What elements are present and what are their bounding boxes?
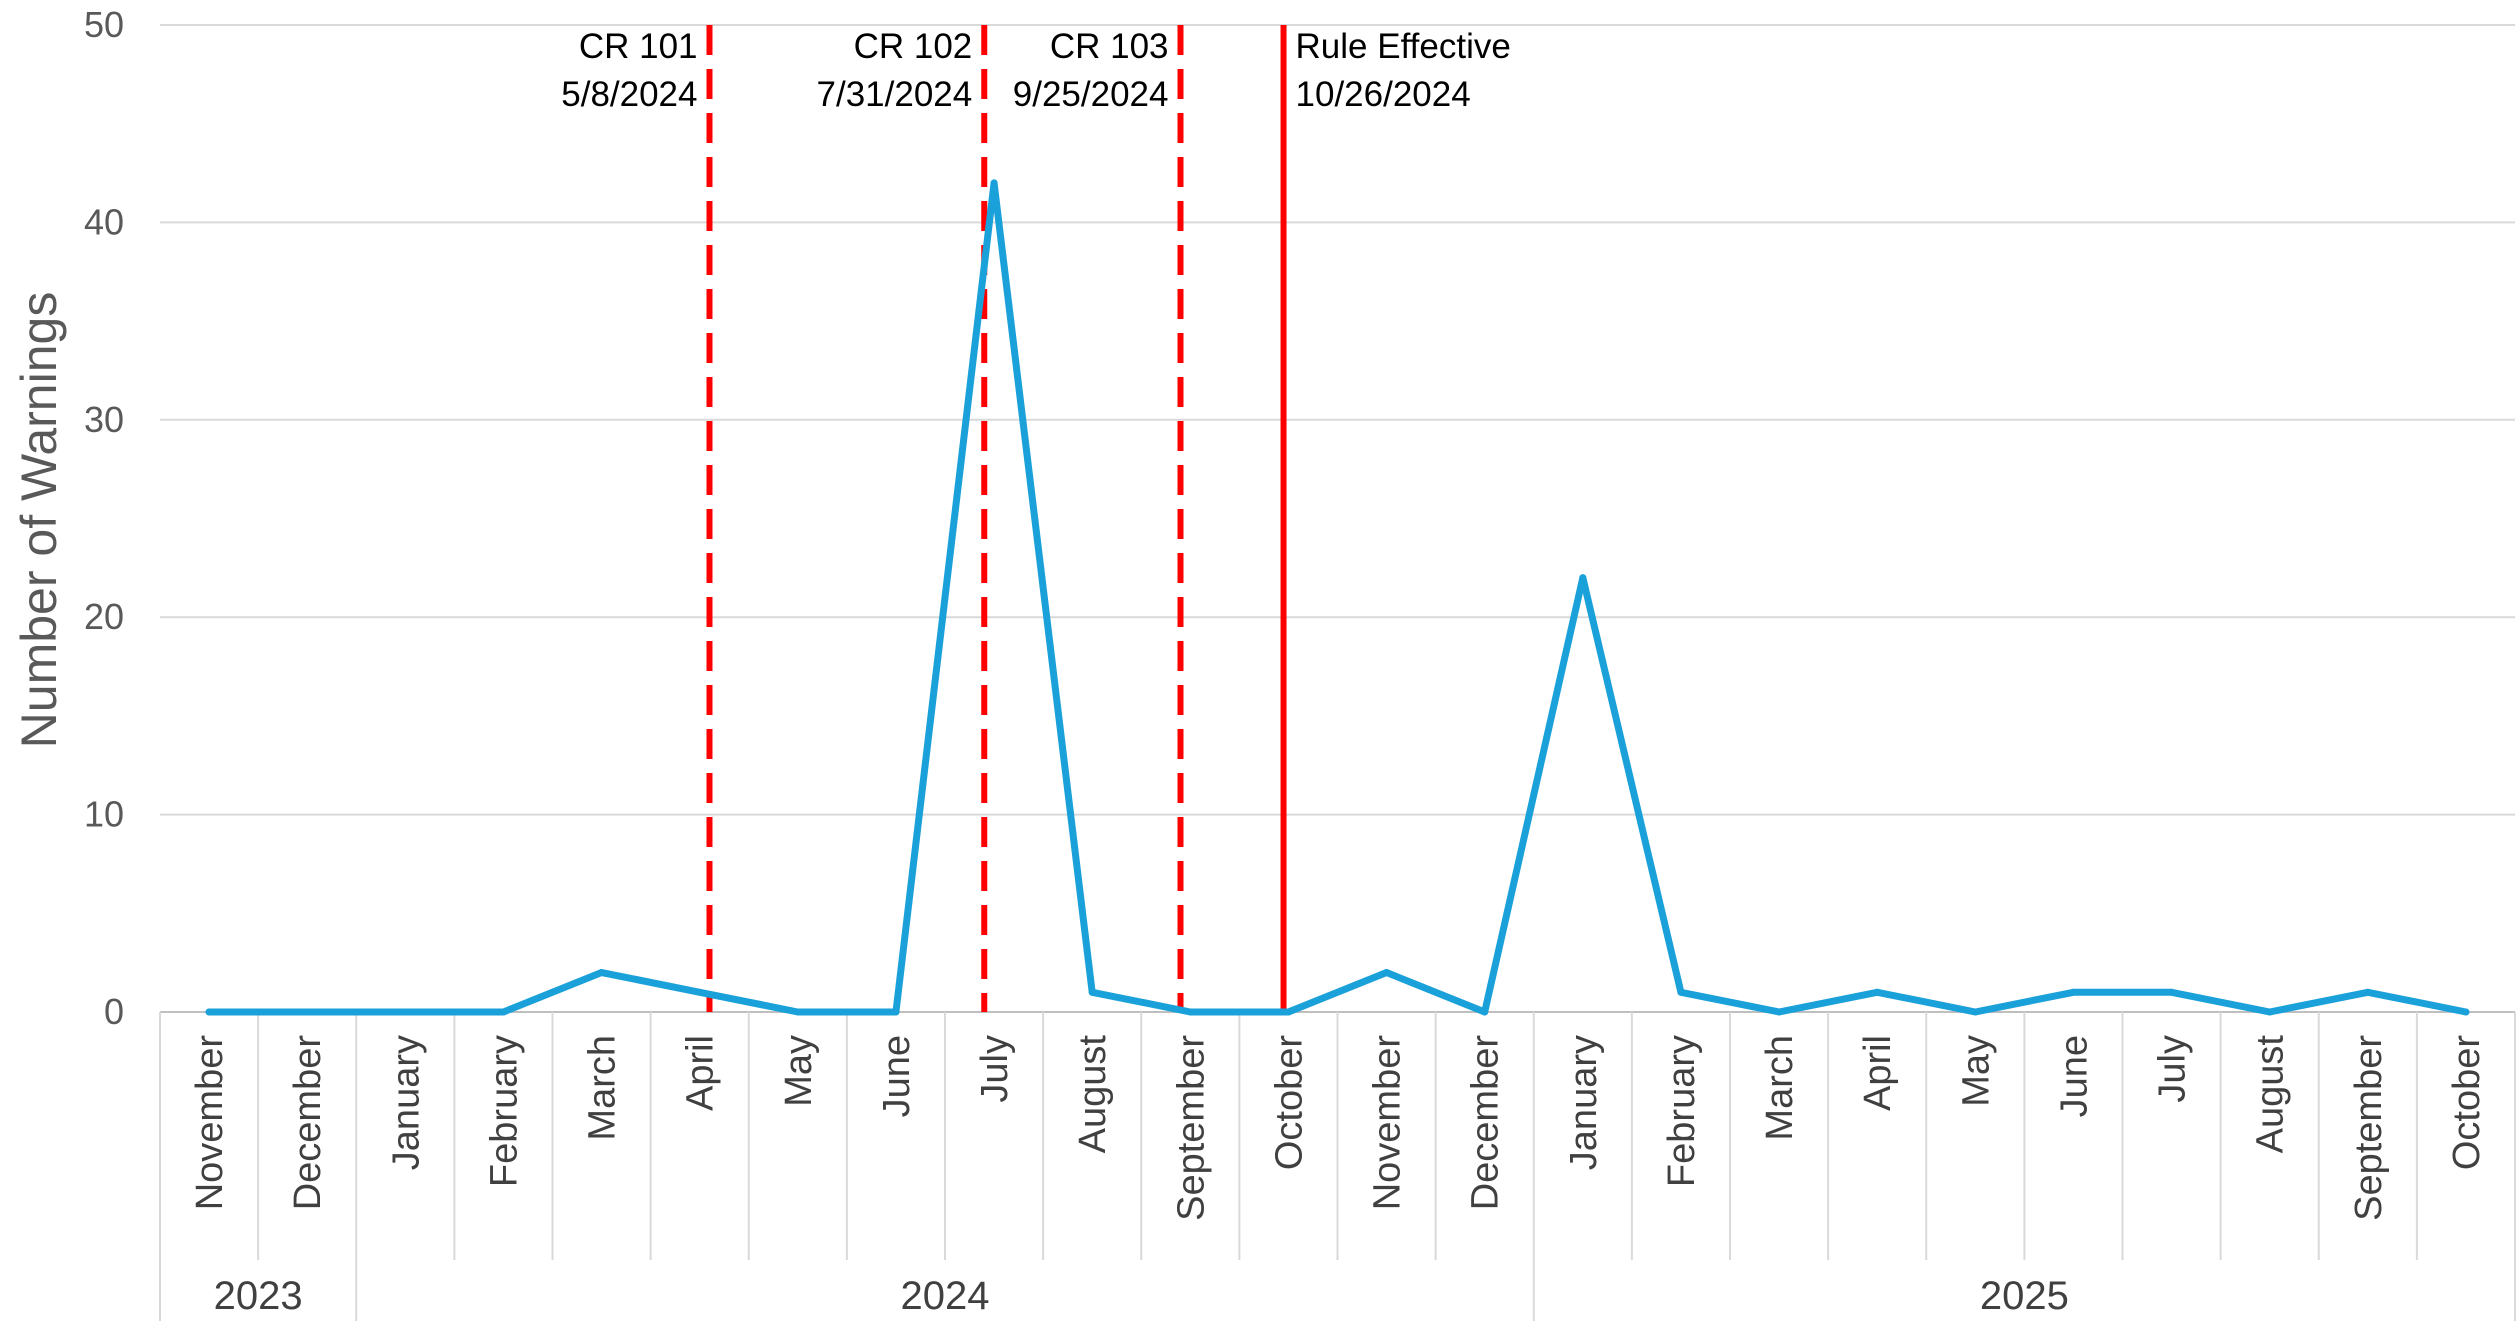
x-tick-label: February (1661, 1035, 1703, 1187)
series-line (205, 179, 2470, 1016)
x-tick-label: November (1367, 1035, 1409, 1211)
data-point (1383, 969, 1391, 977)
data-point (1971, 1008, 1979, 1016)
x-tick-label: January (385, 1035, 427, 1170)
annotation-label: CR 103 (1050, 27, 1169, 66)
data-point (1284, 1008, 1292, 1016)
y-tick-label: 0 (104, 991, 124, 1032)
data-point (990, 179, 998, 187)
x-tick-label: May (778, 1035, 820, 1107)
annotation-date: 5/8/2024 (561, 75, 697, 114)
x-tick-label: April (680, 1035, 722, 1111)
x-tick-label: October (2446, 1035, 2488, 1171)
x-tick-label: July (2152, 1035, 2194, 1103)
data-point (1873, 988, 1881, 996)
x-tick-label: December (1465, 1035, 1507, 1211)
data-point (205, 1008, 213, 1016)
annotation-label: Rule Effective (1296, 27, 1511, 66)
gridlines (160, 24, 2515, 1013)
annotation-date: 7/31/2024 (817, 75, 973, 114)
y-tick-label: 10 (84, 794, 124, 835)
y-tick-label: 40 (84, 201, 124, 242)
data-point (2364, 988, 2372, 996)
data-point (303, 1008, 311, 1016)
y-axis-label: Number of Warnings (11, 292, 67, 749)
data-point (1775, 1008, 1783, 1016)
x-tick-label: March (582, 1035, 624, 1141)
y-tick-label: 30 (84, 399, 124, 440)
data-point (1186, 1008, 1194, 1016)
annotation-date: 10/26/2024 (1296, 75, 1471, 114)
x-tick-label: November (189, 1035, 231, 1211)
x-year-label: 2025 (1980, 1274, 2069, 1318)
x-tick-label: April (1857, 1035, 1899, 1111)
x-tick-label: June (876, 1035, 918, 1117)
x-tick-label: January (1563, 1035, 1605, 1170)
x-tick-label: December (287, 1035, 329, 1211)
data-point (1579, 574, 1587, 582)
data-point (1481, 1008, 1489, 1016)
x-tick-label: June (2053, 1035, 2095, 1117)
y-tick-label: 50 (84, 4, 124, 45)
data-point (2266, 1008, 2274, 1016)
annotation-label: CR 101 (579, 27, 698, 66)
x-year-label: 2023 (214, 1274, 303, 1318)
x-tick-label: October (1268, 1035, 1310, 1171)
x-year-label: 2024 (901, 1274, 990, 1318)
x-tick-label: August (2250, 1035, 2292, 1154)
data-point (794, 1008, 802, 1016)
data-point (598, 969, 606, 977)
data-point (499, 1008, 507, 1016)
data-point (892, 1008, 900, 1016)
y-tick-label: 20 (84, 596, 124, 637)
x-tick-label: September (2348, 1035, 2390, 1221)
series-layer (205, 179, 2470, 1016)
data-point (401, 1008, 409, 1016)
annotation-date: 9/25/2024 (1013, 75, 1169, 114)
annotation-label: CR 102 (854, 27, 973, 66)
x-tick-label: March (1759, 1035, 1801, 1141)
x-tick-label: September (1170, 1035, 1212, 1221)
x-axis: November December January February March Apri… (159, 1012, 2516, 1321)
x-tick-label: July (974, 1035, 1016, 1103)
x-tick-label: February (483, 1035, 525, 1187)
data-point (1677, 988, 1685, 996)
x-tick-label: May (1955, 1035, 1997, 1107)
data-point (696, 988, 704, 996)
data-point (1088, 988, 1096, 996)
data-point (2462, 1008, 2470, 1016)
x-tick-label: August (1072, 1035, 1114, 1154)
annotations: CR 101 5/8/2024 CR 102 7/31/2024 CR 103 9/25/… (561, 25, 1511, 1012)
y-axis: 0 10 20 30 40 50 (84, 4, 124, 1032)
data-point (2168, 988, 2176, 996)
data-point (2069, 988, 2077, 996)
